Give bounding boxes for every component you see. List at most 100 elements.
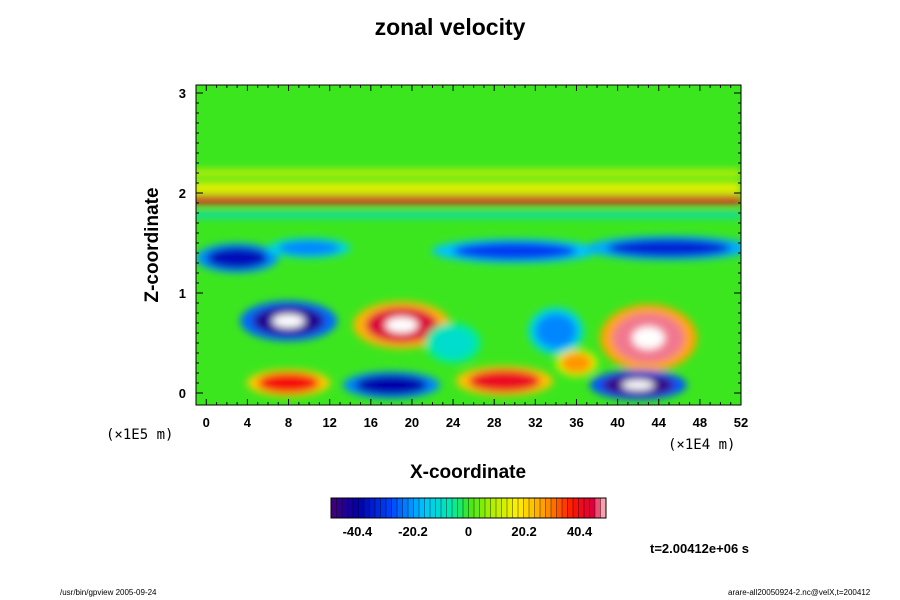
heatmap-band	[196, 170, 741, 176]
colorbar-swatch	[347, 498, 354, 518]
colorbar-swatch	[353, 498, 359, 518]
chart-title: zonal velocity	[374, 14, 526, 40]
heatmap-blob	[607, 239, 731, 257]
colorbar-swatch	[600, 498, 607, 518]
colorbar-swatch	[529, 498, 535, 518]
x-tick-label: 36	[569, 415, 583, 430]
heatmap-band	[196, 196, 741, 204]
heatmap-field	[196, 85, 741, 405]
x-tick-label: 16	[364, 415, 378, 430]
y-tick-label: 0	[179, 386, 186, 401]
colorbar-swatch	[386, 498, 392, 518]
colorbar-swatch	[512, 498, 519, 518]
heatmap-blob-core	[621, 380, 655, 390]
colorbar-swatch	[424, 498, 431, 518]
colorbar-swatch	[595, 498, 601, 518]
colorbar-swatch	[446, 498, 453, 518]
x-tick-label: 20	[405, 415, 419, 430]
colorbar-swatch	[523, 498, 530, 518]
colorbar-swatch	[485, 498, 491, 518]
colorbar-swatch	[342, 498, 348, 518]
x-tick-label: 8	[285, 415, 292, 430]
heatmap-blob	[355, 375, 428, 395]
colorbar-swatch	[463, 498, 469, 518]
colorbar-swatch	[584, 498, 590, 518]
colorbar-swatch	[402, 498, 409, 518]
colorbar-swatch	[534, 498, 541, 518]
heatmap-blob	[257, 373, 320, 393]
heatmap-blob	[561, 353, 592, 373]
colorbar-swatch	[474, 498, 480, 518]
heatmap-features	[196, 170, 741, 400]
x-scale-label: (×1E4 m)	[668, 437, 735, 453]
colorbar-swatch	[413, 498, 420, 518]
heatmap-blob-core	[272, 314, 305, 328]
colorbar-frame	[330, 497, 607, 519]
x-axis: 0 4 8 12 16 20 24 28 32 36 40 44 48 52	[203, 85, 748, 430]
heatmap-band	[196, 212, 741, 218]
colorbar-swatch	[441, 498, 447, 518]
footer-file-info: arare-all20050924-2.nc@velX,t=200412	[728, 588, 871, 597]
colorbar-swatch	[578, 498, 585, 518]
x-tick-label: 0	[203, 415, 210, 430]
colorbar-tick-label: 20.2	[511, 524, 536, 539]
heatmap-blob	[206, 247, 268, 269]
heatmap-blob	[432, 328, 474, 358]
footer-command: /usr/bin/gpview 2005-09-24	[60, 588, 157, 597]
time-label: t=2.00412e+06 s	[650, 541, 750, 556]
colorbar-swatch	[490, 498, 497, 518]
x-tick-label: 32	[528, 415, 542, 430]
colorbar-swatch	[518, 498, 524, 518]
colorbar-tick-label: -40.4	[343, 524, 373, 539]
colorbar-swatch	[419, 498, 425, 518]
heatmap-blob-core	[385, 317, 418, 333]
colorbar-swatch	[589, 498, 596, 518]
colorbar-tick-label: 40.4	[567, 524, 593, 539]
colorbar-swatch	[573, 498, 579, 518]
colorbar-swatch	[397, 498, 403, 518]
colorbar-swatch	[375, 498, 381, 518]
x-tick-label: 12	[322, 415, 336, 430]
colorbar-tick-label: 0	[465, 524, 472, 539]
colorbar-swatch	[364, 498, 370, 518]
x-tick-label: 44	[652, 415, 667, 430]
y-tick-label: 1	[179, 286, 186, 301]
heatmap-band	[196, 182, 741, 194]
y-axis-title: Z-coordinate	[142, 187, 163, 302]
colorbar-swatch	[457, 498, 464, 518]
colorbar-swatch	[501, 498, 508, 518]
x-tick-label: 52	[734, 415, 748, 430]
colorbar-swatch	[496, 498, 502, 518]
x-tick-label: 40	[610, 415, 624, 430]
colorbar-swatch	[391, 498, 398, 518]
colorbar-swatch	[408, 498, 414, 518]
heatmap-blob	[535, 313, 577, 349]
colorbar: -40.4 -20.2 0 20.2 40.4	[330, 497, 607, 539]
colorbar-tick-label: -20.2	[398, 524, 428, 539]
heatmap-blob	[468, 370, 541, 392]
colorbar-swatch	[567, 498, 574, 518]
colorbar-swatch	[562, 498, 568, 518]
heatmap-blob	[278, 240, 340, 256]
colorbar-swatch	[435, 498, 442, 518]
colorbar-swatch	[468, 498, 475, 518]
colorbar-swatch	[430, 498, 436, 518]
colorbar-swatch	[540, 498, 546, 518]
colorbar-swatch	[479, 498, 486, 518]
colorbar-swatch	[358, 498, 365, 518]
y-tick-label: 2	[179, 186, 186, 201]
heatmap-blob-core	[632, 326, 665, 350]
x-axis-title: X-coordinate	[410, 462, 526, 483]
x-tick-label: 24	[446, 415, 461, 430]
colorbar-swatch	[551, 498, 557, 518]
colorbar-swatch	[507, 498, 513, 518]
x-tick-label: 4	[244, 415, 252, 430]
colorbar-swatch	[380, 498, 387, 518]
colorbar-swatch	[336, 498, 343, 518]
x-tick-label: 48	[693, 415, 707, 430]
plot-frame	[195, 84, 742, 406]
colorbar-swatch	[331, 498, 337, 518]
colorbar-swatch	[556, 498, 563, 518]
colorbar-swatch	[545, 498, 552, 518]
